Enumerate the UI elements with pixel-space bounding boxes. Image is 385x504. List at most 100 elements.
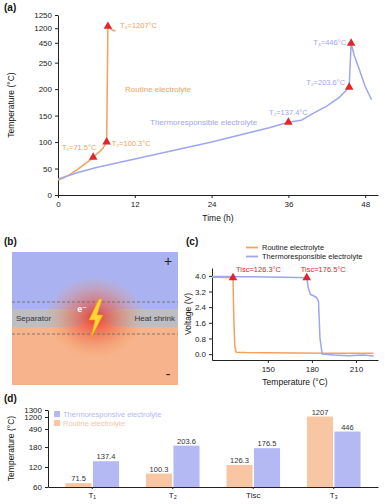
annotation-text: Tisc=176.5°C bbox=[301, 265, 347, 274]
legend-swatch bbox=[54, 411, 60, 417]
x-tick-label: 36 bbox=[284, 200, 293, 209]
y-tick-label: 250 bbox=[39, 59, 53, 68]
x-tick: Tisc bbox=[246, 487, 260, 500]
y-axis: 0.00.81.62.43.24.0 bbox=[195, 269, 213, 361]
data-label: 1207 bbox=[312, 408, 329, 417]
data-label: 100.3 bbox=[150, 465, 169, 474]
data-label: 446 bbox=[341, 423, 354, 432]
x-tick-label: T₁ bbox=[88, 491, 96, 500]
data-label: 176.5 bbox=[258, 439, 277, 448]
x-tick-label: 24 bbox=[208, 200, 217, 209]
x-tick-label: Tisc bbox=[246, 491, 260, 500]
y-tick: 60 bbox=[33, 483, 48, 492]
y-axis: 05010015020025045012001250 bbox=[34, 11, 58, 200]
x-axis: 0 12 24 36 48 bbox=[56, 195, 378, 209]
series-line bbox=[212, 277, 374, 353]
x-tick-label: 210 bbox=[350, 365, 364, 374]
y-tick-label: 150 bbox=[39, 112, 53, 121]
x-tick-label: 48 bbox=[361, 200, 370, 209]
series-line bbox=[212, 277, 374, 356]
annotation-marker bbox=[104, 21, 113, 28]
bar bbox=[173, 446, 199, 487]
annotation-text: T₁=71.5°C bbox=[62, 143, 97, 152]
y-tick-label: 4.0 bbox=[195, 272, 207, 281]
annotation-marker bbox=[302, 273, 311, 280]
x-tick: T₁ bbox=[88, 487, 96, 500]
panel-label: (a) bbox=[4, 2, 16, 13]
positive-label: + bbox=[164, 253, 172, 269]
y-tick-label: 180 bbox=[29, 443, 43, 452]
y-tick-label: 3.2 bbox=[195, 288, 207, 297]
x-tick-mark bbox=[288, 195, 289, 198]
x-tick-mark bbox=[333, 487, 334, 489]
x-axis-title: Temperature (°C) bbox=[262, 377, 327, 387]
annotation-marker bbox=[284, 117, 293, 124]
annotation-marker bbox=[102, 137, 111, 144]
y-tick-label: 120 bbox=[29, 463, 43, 472]
y-tick-mark bbox=[209, 307, 212, 308]
y-tick: 1200 bbox=[34, 24, 58, 33]
legend-label: Routine electrolyte bbox=[262, 243, 324, 252]
y-axis-line bbox=[58, 16, 59, 196]
x-tick-mark bbox=[92, 487, 93, 489]
x-axis-line bbox=[49, 487, 379, 488]
annotation-text: T₁=137.4°C bbox=[269, 108, 308, 117]
y-tick-mark bbox=[55, 195, 58, 196]
annotation-marker bbox=[229, 273, 238, 280]
y-tick: 50 bbox=[43, 165, 58, 174]
y-tick-mark bbox=[45, 487, 48, 488]
y-tick: 0.8 bbox=[195, 335, 212, 344]
x-tick-mark bbox=[268, 360, 269, 363]
y-tick-mark bbox=[45, 467, 48, 468]
y-tick-label: 2.4 bbox=[195, 303, 207, 312]
x-tick-mark bbox=[135, 195, 136, 198]
y-tick-mark bbox=[209, 338, 212, 339]
legend-swatch bbox=[246, 247, 258, 249]
y-tick-label: 0.8 bbox=[195, 335, 207, 344]
y-tick: 490 bbox=[29, 425, 48, 434]
x-tick: 210 bbox=[350, 360, 364, 374]
y-tick: 1300 bbox=[24, 406, 48, 415]
bar bbox=[93, 461, 119, 487]
y-tick: 3.2 bbox=[195, 288, 212, 297]
x-tick-label: T₂ bbox=[169, 491, 177, 500]
x-tick: 0 bbox=[56, 195, 61, 209]
x-tick: T₃ bbox=[330, 487, 338, 500]
y-tick-label: 0 bbox=[48, 191, 53, 200]
heat-glow bbox=[45, 276, 145, 360]
y-tick: 120 bbox=[29, 463, 48, 472]
legend-label: Routine electrolyte bbox=[63, 419, 125, 428]
panel-label: (c) bbox=[186, 236, 198, 247]
y-tick-mark bbox=[45, 447, 48, 448]
bar bbox=[307, 417, 333, 487]
x-tick-label: T₃ bbox=[330, 491, 338, 500]
x-axis: T₁ T₂ Tisc T₃ bbox=[49, 487, 379, 500]
y-tick: 1250 bbox=[34, 11, 58, 20]
x-tick: 24 bbox=[208, 195, 217, 209]
short-circuit-bolt bbox=[89, 299, 103, 338]
y-tick-label: 490 bbox=[29, 425, 43, 434]
y-tick: 1.6 bbox=[195, 319, 212, 328]
y-tick-mark bbox=[209, 291, 212, 292]
data-label: 137.4 bbox=[97, 452, 116, 461]
y-tick-mark bbox=[209, 276, 212, 277]
x-tick: 36 bbox=[284, 195, 293, 209]
x-tick-label: 12 bbox=[131, 200, 140, 209]
x-tick-label: 0 bbox=[56, 200, 61, 209]
x-tick: 12 bbox=[131, 195, 140, 209]
y-tick-label: 200 bbox=[39, 85, 53, 94]
series-label: Routine electrolyte bbox=[125, 85, 192, 94]
x-tick-mark bbox=[365, 195, 366, 198]
annotation-text: T₂=203.6°C bbox=[306, 78, 346, 87]
y-tick: 150 bbox=[39, 112, 58, 121]
data-label: 203.6 bbox=[177, 437, 196, 446]
series-line bbox=[58, 26, 116, 180]
y-tick: 250 bbox=[39, 59, 58, 68]
diagram: e⁻SeparatorHeat shrink+- bbox=[12, 252, 178, 385]
legend-swatch bbox=[54, 420, 60, 426]
data-label: 126.3 bbox=[230, 456, 249, 465]
figure: (a)01224364805010015020025045012001250Ti… bbox=[0, 0, 385, 504]
y-tick: 100 bbox=[39, 138, 58, 147]
x-tick-mark bbox=[356, 360, 357, 363]
y-tick: 4.0 bbox=[195, 272, 212, 281]
